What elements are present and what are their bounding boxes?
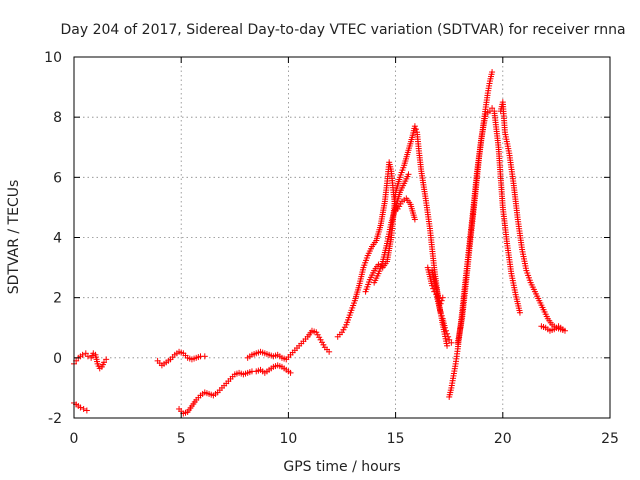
- chart-title: Day 204 of 2017, Sidereal Day-to-day VTE…: [60, 22, 625, 38]
- data-point: [442, 327, 449, 334]
- data-point: [326, 348, 333, 355]
- data-point: [397, 200, 404, 207]
- x-tick-label: 0: [70, 431, 79, 447]
- y-tick-label: 6: [53, 170, 62, 186]
- data-point: [316, 334, 323, 341]
- y-tick-label: -2: [48, 411, 62, 427]
- data-point: [80, 405, 87, 412]
- data-point: [314, 331, 321, 338]
- x-tick-label: 15: [387, 431, 405, 447]
- y-tick-label: 0: [53, 351, 62, 367]
- x-axis-label: GPS time / hours: [283, 459, 400, 475]
- y-axis-label: SDTVAR / TECUs: [6, 180, 22, 295]
- data-point: [437, 309, 444, 316]
- x-tick-label: 20: [494, 431, 512, 447]
- data-point: [405, 171, 412, 178]
- data-point: [489, 105, 496, 112]
- data-point: [559, 326, 566, 333]
- data-point: [446, 336, 453, 343]
- data-point: [318, 339, 325, 346]
- data-point: [444, 330, 451, 337]
- data-point: [439, 294, 446, 301]
- data-point: [339, 329, 345, 336]
- data-point: [101, 359, 108, 366]
- data-point: [411, 216, 418, 223]
- data-points: [71, 69, 568, 417]
- y-tick-label: 10: [44, 50, 62, 66]
- data-point: [82, 350, 89, 357]
- data-point: [396, 203, 403, 210]
- data-point: [489, 69, 496, 76]
- data-point: [83, 407, 90, 414]
- data-point: [438, 312, 445, 319]
- axis-ticks: 0 5 10 15 20 25 -2 0 2 4 6 8 10: [44, 50, 619, 447]
- data-point: [201, 353, 208, 360]
- grid: [74, 57, 610, 418]
- data-point: [445, 333, 452, 340]
- data-point: [287, 369, 294, 376]
- data-point: [516, 309, 523, 316]
- data-point: [84, 353, 91, 360]
- y-tick-label: 8: [53, 110, 62, 126]
- data-point: [412, 126, 419, 133]
- data-point: [313, 329, 320, 336]
- data-point: [429, 282, 436, 289]
- data-point: [320, 341, 327, 348]
- y-tick-label: 4: [53, 231, 62, 247]
- data-point: [444, 342, 451, 349]
- data-point: [438, 297, 445, 304]
- data-point: [448, 339, 455, 346]
- data-point: [77, 404, 84, 411]
- data-point: [411, 123, 418, 130]
- y-tick-label: 2: [53, 291, 62, 307]
- data-point: [441, 324, 448, 331]
- x-tick-label: 10: [279, 431, 297, 447]
- data-point: [103, 356, 110, 363]
- data-point: [437, 300, 444, 307]
- data-point: [341, 324, 348, 331]
- data-point: [317, 336, 324, 343]
- data-point: [340, 326, 347, 333]
- x-tick-label: 5: [177, 431, 186, 447]
- x-tick-label: 25: [601, 431, 619, 447]
- data-point: [79, 351, 86, 358]
- data-point: [431, 288, 438, 295]
